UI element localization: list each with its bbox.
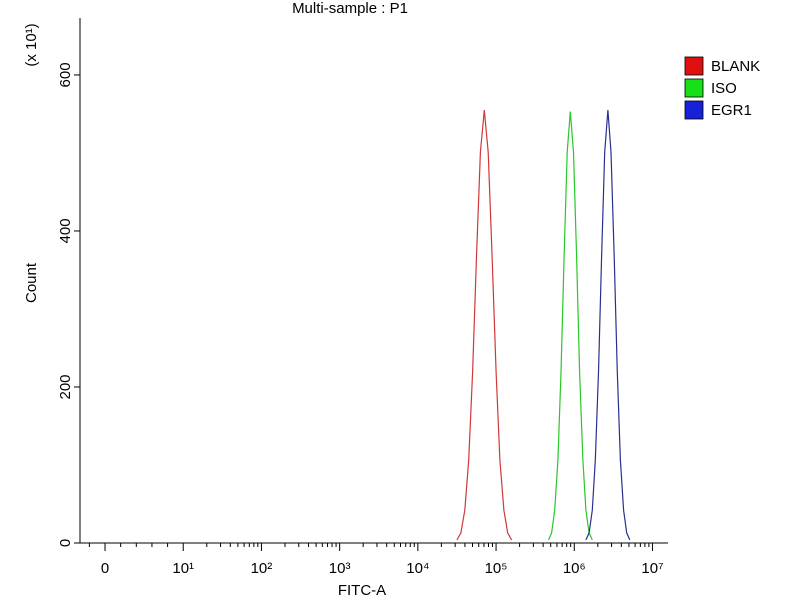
y-tick-label: 0 [57, 539, 74, 547]
y-multiplier-label: (x 10¹) [23, 23, 40, 66]
histogram-line [585, 110, 631, 541]
legend-label: BLANK [711, 58, 760, 75]
histogram-line [547, 111, 593, 541]
y-tick-label: 400 [57, 218, 74, 243]
x-tick-label: 10² [251, 560, 273, 577]
x-tick-label: 0 [101, 560, 109, 577]
legend-label: EGR1 [711, 102, 752, 119]
x-tick-label: 10⁵ [485, 560, 508, 577]
x-tick-label: 10⁶ [563, 560, 586, 577]
legend-label: ISO [711, 80, 737, 97]
x-tick-label: 10³ [329, 560, 351, 577]
legend-swatch [684, 78, 704, 98]
legend-swatch [684, 56, 704, 76]
x-tick-label: 10⁷ [641, 560, 663, 577]
histogram-line [456, 110, 513, 541]
y-axis-label: Count [23, 262, 40, 303]
legend-swatch [684, 100, 704, 120]
x-tick-label: 10¹ [172, 560, 194, 577]
x-axis-label: FITC-A [338, 582, 386, 599]
chart-title: Multi-sample : P1 [292, 0, 408, 17]
x-tick-label: 10⁴ [406, 560, 429, 577]
y-tick-label: 200 [57, 374, 74, 399]
y-tick-label: 600 [57, 62, 74, 87]
